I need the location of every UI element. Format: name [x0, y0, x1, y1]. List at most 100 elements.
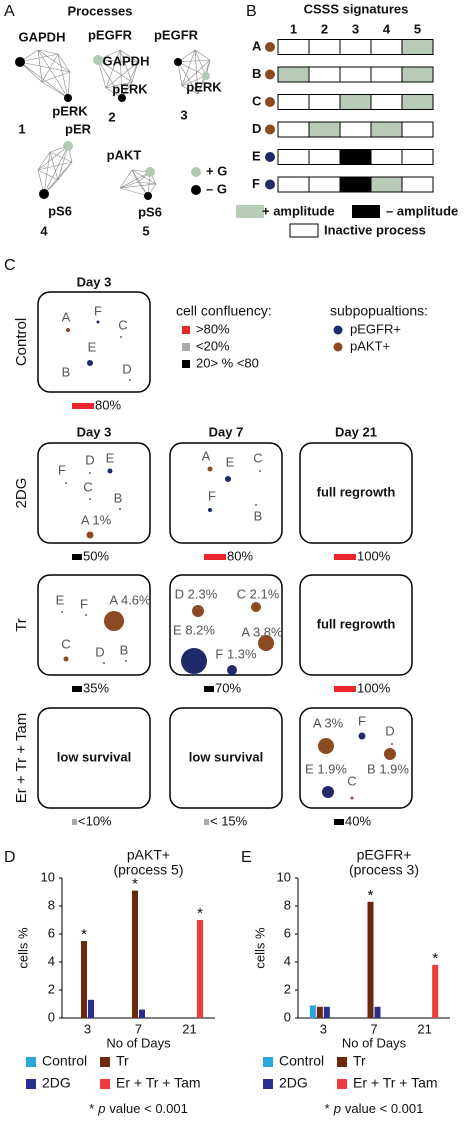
point-label: B — [114, 490, 123, 505]
x-tick-label: 21 — [417, 1021, 431, 1036]
point-label: E 8.2% — [173, 622, 215, 637]
signature-cell — [308, 121, 341, 138]
network-edge — [121, 61, 139, 99]
y-tick-label: 0 — [48, 1009, 55, 1024]
network-edge — [41, 81, 69, 99]
network-edge — [41, 53, 59, 83]
subpopulation-dot — [318, 738, 334, 754]
signature-cell — [277, 149, 310, 165]
network-edge — [41, 71, 71, 83]
confluency-label: 80% — [227, 548, 253, 563]
subpopulation-dot — [89, 498, 91, 500]
network-edge — [37, 161, 73, 171]
panel-label: D — [4, 849, 16, 866]
point-label: B — [120, 642, 129, 657]
condition-box — [37, 574, 151, 676]
box-text: low survival — [189, 749, 263, 764]
panel-label: C — [4, 257, 16, 274]
point-label: E — [226, 454, 235, 469]
subpopulation-dot — [61, 611, 63, 613]
y-tick-label: 0 — [284, 1009, 291, 1024]
network-edge — [43, 151, 51, 195]
y-tick-label: 4 — [48, 953, 55, 968]
bar — [316, 1006, 323, 1018]
legend-swatch — [100, 1057, 110, 1067]
column-label: 1 — [290, 21, 297, 36]
legend-label: Er + Tr + Tam — [116, 1075, 201, 1091]
network-edge — [194, 49, 199, 95]
subpopulation-dot — [86, 531, 94, 539]
legend-label: Tr — [116, 1053, 129, 1069]
panel-title: CSSS signatures — [304, 1, 409, 16]
network-edge — [131, 169, 157, 185]
network-edge — [177, 61, 199, 95]
subpopulation-dot — [384, 748, 396, 760]
y-tick-label: 10 — [41, 869, 55, 884]
condition-box — [37, 707, 151, 809]
footnote: * p value < 0.001 — [325, 1101, 424, 1116]
network-edge — [37, 169, 59, 181]
node-label: pS6 — [138, 204, 162, 219]
network-edge — [181, 49, 196, 87]
signature-cell — [339, 149, 372, 165]
network-node — [118, 94, 126, 102]
network-edge — [194, 49, 211, 61]
significance-mark: * — [132, 876, 138, 893]
confluency-label: 35% — [83, 680, 109, 695]
network-edge — [119, 49, 139, 63]
bar — [132, 890, 138, 1018]
legend-label: 2DG — [279, 1075, 308, 1091]
chart-subtitle: (process 3) — [349, 862, 419, 878]
network-edge — [119, 183, 157, 189]
legend-swatch — [333, 342, 343, 352]
column-label: 5 — [414, 21, 421, 36]
network-edge — [137, 181, 157, 185]
network-node — [202, 72, 210, 80]
subpopulation-dot — [358, 732, 366, 740]
confluency-bar — [72, 554, 82, 560]
bar — [323, 1006, 330, 1018]
footnote: * p value < 0.001 — [89, 1101, 188, 1116]
point-label: C — [253, 450, 262, 465]
confluency-bar — [72, 686, 82, 692]
legend-label: Er + Tr + Tam — [353, 1075, 438, 1091]
legend-label: pEGFR+ — [350, 321, 401, 336]
column-header: Day 3 — [77, 424, 112, 439]
subpopulation-dot — [103, 662, 105, 664]
confluency-bar — [334, 819, 344, 825]
network-edge — [119, 49, 123, 99]
point-label: E — [88, 339, 97, 354]
legend-label: Tr — [353, 1053, 366, 1069]
row-label: 2DG — [13, 478, 30, 509]
network-edge — [105, 49, 121, 89]
row-label: E — [252, 148, 261, 163]
point-label: E — [106, 450, 115, 465]
network-number: 5 — [142, 223, 149, 238]
legend-title: subpopualtions: — [330, 303, 428, 319]
point-label: E — [56, 592, 65, 607]
point-label: A 4.6% — [109, 592, 151, 607]
network-edge — [37, 49, 43, 83]
subpopulation-dot — [208, 508, 212, 512]
legend-label: <20% — [196, 338, 230, 353]
row-dot — [265, 152, 275, 162]
x-tick-label: 7 — [135, 1021, 142, 1036]
point-label: B — [62, 364, 71, 379]
signature-cell — [370, 94, 403, 110]
bar — [309, 1005, 316, 1018]
row-dot — [265, 42, 275, 52]
signature-cell — [401, 149, 434, 165]
confluency-bar — [204, 686, 214, 692]
point-label: A — [202, 448, 211, 463]
signature-cell — [401, 66, 434, 83]
point-label: C — [61, 636, 70, 651]
signature-cell — [370, 121, 403, 138]
condition-box — [37, 291, 151, 393]
network-edge — [43, 161, 73, 195]
significance-mark: * — [368, 887, 374, 904]
panel-title: Processes — [67, 3, 132, 18]
subpopulation-dot — [87, 360, 93, 366]
point-label: D 2.3% — [175, 586, 218, 601]
footnote-text: value < 0.001 — [109, 1101, 187, 1116]
network-node — [63, 141, 73, 151]
